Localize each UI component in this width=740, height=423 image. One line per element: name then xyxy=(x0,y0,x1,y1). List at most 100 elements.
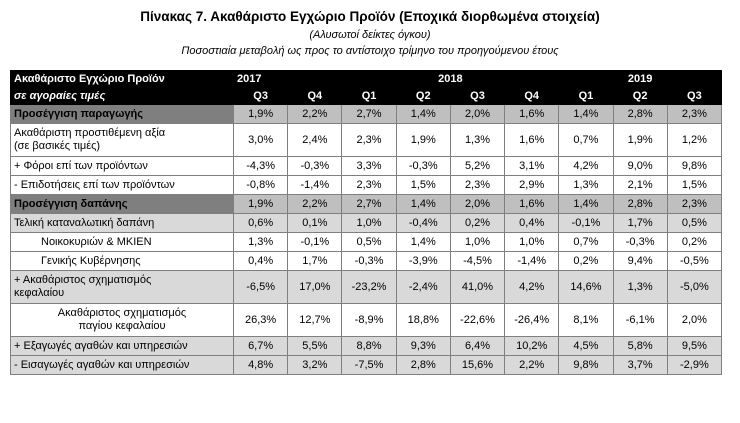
row-label: + Ακαθάριστος σχηματισμός κεφαλαίου xyxy=(10,270,234,304)
table-cell: 2,3% xyxy=(449,175,506,195)
row-label: + Φόροι επί των προϊόντων xyxy=(10,156,234,176)
table-cell: 4,5% xyxy=(558,336,614,356)
row-imports: - Εισαγωγές αγαθών και υπηρεσιών 4,8% 3,2%… xyxy=(10,355,723,375)
table-cell: 0,4% xyxy=(232,251,289,271)
table-cell: 0,4% xyxy=(504,213,560,233)
table-cell: 2,2% xyxy=(504,355,560,375)
header-col-subtitle: σε αγοραίες τιμές xyxy=(10,87,234,105)
header-row-years: Ακαθάριστο Εγχώριο Προϊόν 2017 2018 2019 xyxy=(10,70,722,88)
table-cell: 1,6% xyxy=(504,123,560,157)
table-cell: 0,7% xyxy=(558,232,614,252)
header-quarter: Q4 xyxy=(287,87,343,105)
table-cell: 1,6% xyxy=(504,104,560,124)
table-cell: 2,7% xyxy=(341,194,397,214)
row-label: - Επιδοτήσεις επί των προϊόντων xyxy=(10,175,234,195)
header-quarter: Q3 xyxy=(666,87,723,105)
table-cell: 2,9% xyxy=(504,175,560,195)
table-cell: -0,4% xyxy=(395,213,451,233)
table-cell: -0,3% xyxy=(612,232,668,252)
table-cell: -4,3% xyxy=(232,156,289,176)
table-cell: -0,3% xyxy=(341,251,397,271)
table-cell: 0,2% xyxy=(558,251,614,271)
table-cell: 1,3% xyxy=(449,123,506,157)
table-cell: 1,3% xyxy=(232,232,289,252)
table-cell: 1,5% xyxy=(666,175,723,195)
table-cell: 2,0% xyxy=(666,303,723,337)
table-cell: 17,0% xyxy=(287,270,343,304)
table-cell: -2,4% xyxy=(395,270,451,304)
table-cell: -7,5% xyxy=(341,355,397,375)
table-cell: 9,3% xyxy=(395,336,451,356)
row-exports: + Εξαγωγές αγαθών και υπηρεσιών 6,7% 5,5% 8… xyxy=(10,336,723,356)
table-cell: 2,3% xyxy=(666,104,723,124)
table-cell: 1,4% xyxy=(395,194,451,214)
table-cell: 3,1% xyxy=(504,156,560,176)
table-cell: 1,4% xyxy=(395,232,451,252)
table-cell: 2,2% xyxy=(287,194,343,214)
row-label: + Εξαγωγές αγαθών και υπηρεσιών xyxy=(10,336,234,356)
header-quarter: Q2 xyxy=(395,87,451,105)
header-quarter: Q4 xyxy=(504,87,560,105)
table-cell: 9,4% xyxy=(612,251,668,271)
table-cell: 0,6% xyxy=(232,213,289,233)
table-cell: 41,0% xyxy=(449,270,506,304)
row-label: Γενικής Κυβέρνησης xyxy=(10,251,234,271)
table-cell: 0,2% xyxy=(666,232,723,252)
row-label: Τελική καταναλωτική δαπάνη xyxy=(10,213,234,233)
table-cell: 2,3% xyxy=(341,175,397,195)
table-cell: 1,3% xyxy=(612,270,668,304)
table-cell: 4,2% xyxy=(504,270,560,304)
table-cell: 3,0% xyxy=(232,123,289,157)
header-row-quarters: σε αγοραίες τιμές Q3 Q4 Q1 Q2 Q3 Q4 Q1 Q… xyxy=(10,87,723,105)
table-cell: 1,3% xyxy=(558,175,614,195)
header-col-title: Ακαθάριστο Εγχώριο Προϊόν xyxy=(10,70,234,88)
table-cell: -6,5% xyxy=(232,270,289,304)
table-cell: -0,8% xyxy=(232,175,289,195)
row-expenditure-approach: Προσέγγιση δαπάνης 1,9% 2,2% 2,7% 1,4% 2,0% 1,… xyxy=(10,194,723,214)
table-cell: 1,0% xyxy=(341,213,397,233)
table-cell: 1,7% xyxy=(612,213,668,233)
row-label: - Εισαγωγές αγαθών και υπηρεσιών xyxy=(10,355,234,375)
table-cell: -2,9% xyxy=(666,355,723,375)
table-cell: 15,6% xyxy=(449,355,506,375)
table-cell: 2,0% xyxy=(449,194,506,214)
table-cell: 18,8% xyxy=(395,303,451,337)
row-gross-fixed-capital-formation: Ακαθάριστος σχηματισμός παγίου κεφαλαίου 2… xyxy=(10,303,723,337)
table-cell: 2,3% xyxy=(341,123,397,157)
table-cell: 8,1% xyxy=(558,303,614,337)
table-cell: 0,5% xyxy=(666,213,723,233)
table-cell: 5,5% xyxy=(287,336,343,356)
table-cell: -0,3% xyxy=(395,156,451,176)
table-cell: 0,1% xyxy=(287,213,343,233)
table-cell: 12,7% xyxy=(287,303,343,337)
table-cell: 1,4% xyxy=(395,104,451,124)
header-quarter: Q1 xyxy=(558,87,614,105)
table-cell: 9,8% xyxy=(666,156,723,176)
table-cell: 2,0% xyxy=(449,104,506,124)
row-product-taxes: + Φόροι επί των προϊόντων -4,3% -0,3% 3,3% -… xyxy=(10,156,723,176)
table-cell: 1,4% xyxy=(558,194,614,214)
table-cell: -1,4% xyxy=(504,251,560,271)
table-cell: 5,8% xyxy=(612,336,668,356)
header-quarter: Q2 xyxy=(612,87,668,105)
header-year-2017: 2017 xyxy=(232,70,343,88)
row-households: Νοικοκυριών & ΜΚΙΕΝ 1,3% -0,1% 0,5% 1,4% 1,0%… xyxy=(10,232,723,252)
table-cell: 2,4% xyxy=(287,123,343,157)
table-subtitle-description: Ποσοστιαία μεταβολή ως προς το αντίστοιχ… xyxy=(181,45,559,57)
row-label: Ακαθάριστος σχηματισμός παγίου κεφαλαίου xyxy=(10,303,234,337)
row-label: Προσέγγιση παραγωγής xyxy=(10,104,234,124)
table-cell: 9,0% xyxy=(612,156,668,176)
table-cell: -4,5% xyxy=(449,251,506,271)
table-cell: 2,1% xyxy=(612,175,668,195)
table-cell: 3,7% xyxy=(612,355,668,375)
table-cell: 1,9% xyxy=(395,123,451,157)
table-cell: -0,1% xyxy=(287,232,343,252)
header-quarter: Q1 xyxy=(341,87,397,105)
header-year-2018: 2018 xyxy=(341,70,560,88)
table-cell: 10,2% xyxy=(504,336,560,356)
table-cell: 8,8% xyxy=(341,336,397,356)
table-cell: 26,3% xyxy=(232,303,289,337)
table-cell: 0,5% xyxy=(341,232,397,252)
table-cell: 1,9% xyxy=(232,194,289,214)
